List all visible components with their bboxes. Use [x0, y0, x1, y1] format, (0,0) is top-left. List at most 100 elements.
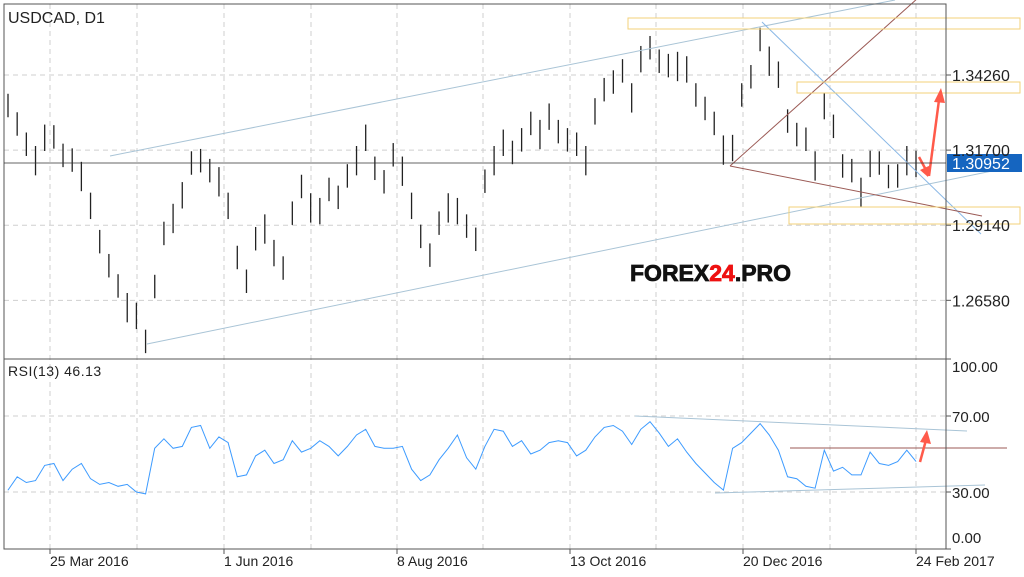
rsi-point [750, 432, 752, 434]
rsi-point [521, 440, 522, 442]
rsi-point [273, 463, 275, 464]
rsi-point [539, 449, 541, 451]
rsi-point [181, 446, 183, 447]
rsi-point [548, 442, 550, 443]
x-tick-label: 24 Feb 2017 [916, 553, 995, 569]
rsi-y-tick-label: 70.00 [952, 409, 990, 426]
rsi-point [99, 484, 101, 485]
rsi-point [172, 448, 174, 449]
arrow-up-head-icon [934, 88, 945, 103]
rsi-point [191, 427, 192, 428]
rsi-point [915, 461, 917, 462]
brown-falling-line [729, 165, 983, 217]
rsi-point [365, 429, 366, 430]
rsi-point [768, 434, 770, 436]
rsi-point [154, 448, 156, 449]
rsi-point [603, 427, 605, 428]
rsi-point [713, 482, 715, 483]
brown-rising-line [729, 0, 917, 167]
rsi-point [264, 449, 266, 451]
rsi-point [81, 463, 82, 464]
rsi-point [292, 440, 293, 442]
rsi-point [658, 432, 660, 434]
rsi-point [7, 489, 9, 491]
x-tick-label: 20 Dec 2016 [743, 553, 823, 569]
rsi-point [759, 423, 761, 424]
resistance-zone [796, 81, 1021, 94]
x-tick-label: 13 Oct 2016 [570, 553, 646, 569]
channel-lower-line [146, 169, 998, 345]
rsi-point [163, 438, 165, 440]
rsi-point [879, 463, 880, 464]
rsi-point [200, 425, 201, 426]
rsi-point [44, 465, 45, 466]
rsi-upper-trendline [634, 415, 968, 432]
rsi-point [16, 476, 18, 478]
rsi-point [814, 487, 816, 489]
rsi-point [851, 474, 853, 476]
rsi-arrow-up-head-icon [920, 430, 931, 444]
rsi-point [383, 448, 385, 449]
rsi-point [447, 448, 449, 449]
rsi-point [53, 463, 55, 464]
rsi-point [493, 429, 495, 430]
rsi-point [567, 442, 568, 443]
rsi-point [466, 457, 467, 459]
rsi-point [301, 451, 302, 453]
rsi-title: RSI(13) 46.13 [8, 363, 102, 379]
rsi-point [787, 476, 788, 478]
logo-part1: FOREX [630, 260, 710, 286]
rsi-point [622, 430, 623, 432]
rsi-y-tick-label: 0.00 [952, 530, 981, 547]
rsi-point [126, 484, 128, 485]
rsi-point [502, 430, 504, 432]
axes: 1.34260 1.31700 1.29140 1.26580 100.00 70.00 3… [49, 68, 1010, 569]
rsi-point [649, 421, 651, 423]
rsi-point [741, 442, 743, 443]
rsi-point [888, 465, 889, 466]
rsi-point [732, 448, 733, 449]
rsi-point [558, 440, 559, 442]
rsi-point [117, 486, 119, 487]
rsi-point [613, 425, 614, 426]
rsi-point [236, 476, 238, 478]
rsi-point [392, 448, 394, 449]
rsi-point [420, 480, 422, 481]
rsi-y-tick-label: 30.00 [952, 485, 990, 502]
rsi-point [576, 455, 577, 457]
rsi-lower-trendline [714, 484, 986, 494]
rsi-point [319, 440, 321, 442]
rsi-point [668, 446, 669, 447]
rsi-point [594, 436, 596, 438]
rsi-point [585, 449, 587, 451]
logo-part2: 24 [709, 260, 735, 286]
y-tick-label: 1.31700 [952, 143, 1010, 160]
support-zone [788, 206, 1021, 225]
rsi-point [833, 470, 834, 472]
rsi-point [328, 446, 330, 447]
rsi-point [438, 459, 440, 461]
x-tick-label: 25 Mar 2016 [50, 553, 129, 569]
rsi-point [337, 455, 339, 457]
rsi-point [310, 448, 311, 449]
rsi-point [842, 467, 843, 468]
resistance-zone-top [627, 17, 1021, 30]
rsi-point [218, 436, 220, 438]
rsi-point [255, 455, 256, 457]
rsi-point [35, 480, 36, 481]
rsi-arrow-up-icon [918, 439, 928, 463]
rsi-point [704, 472, 706, 474]
rsi-point [640, 429, 642, 430]
rsi-point [897, 461, 898, 462]
logo: FOREX24.PRO [630, 260, 791, 286]
rsi-point [695, 463, 697, 464]
rsi-point [347, 446, 348, 447]
rsi-panel [7, 420, 917, 495]
y-tick-label: 1.34260 [952, 68, 1010, 85]
rsi-point [796, 478, 798, 480]
rsi-point [860, 474, 862, 476]
rsi-point [356, 434, 357, 436]
rsi-point [512, 446, 513, 447]
descending-trendline [761, 21, 982, 235]
forecast-arrows [917, 88, 945, 463]
